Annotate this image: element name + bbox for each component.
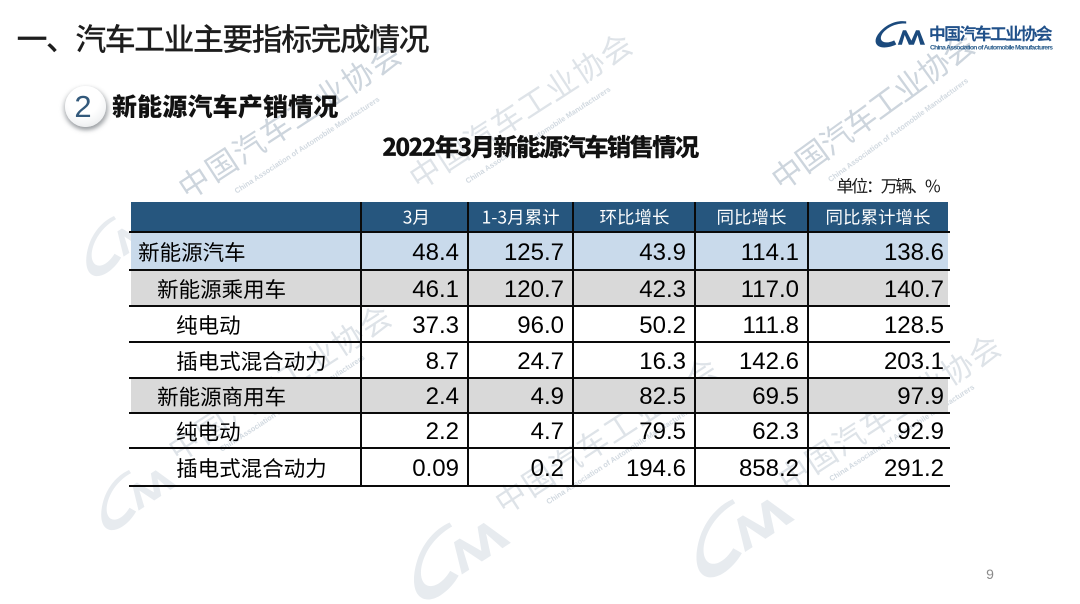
svg-text:China Association of Automobil: China Association of Automobile Manufact… [826,76,970,184]
svg-text:China Association of Automobil: China Association of Automobile Manufact… [464,85,612,186]
svg-text:China Association of Automobil: China Association of Automobile Manufact… [233,95,381,196]
